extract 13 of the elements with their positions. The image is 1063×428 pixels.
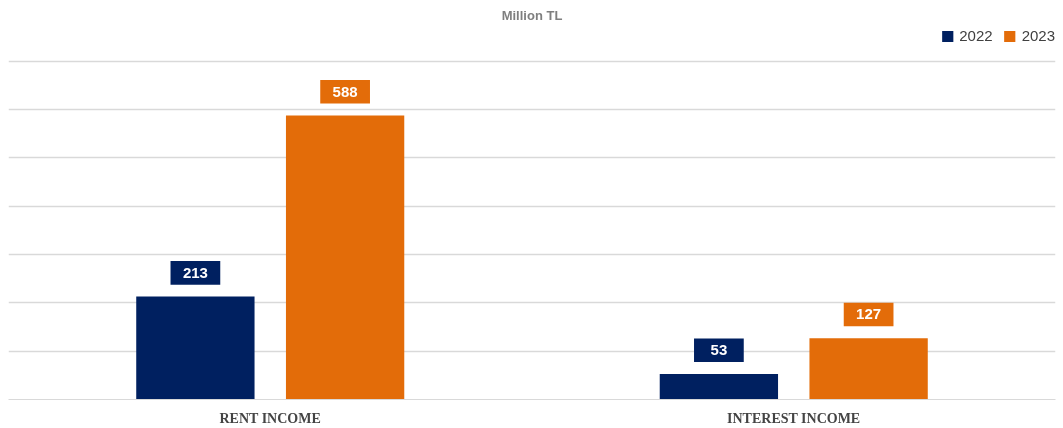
chart-title: Million TL: [501, 7, 563, 23]
data-label: 53: [710, 341, 728, 359]
x-tick-label: INTEREST INCOME: [727, 410, 861, 426]
bar: [136, 296, 255, 400]
x-tick-label: RENT INCOME: [219, 410, 321, 426]
bar: [659, 373, 779, 400]
data-label: 127: [856, 305, 882, 323]
data-label: 588: [332, 82, 358, 100]
data-label: 213: [182, 263, 208, 281]
legend-label: 2022: [959, 27, 993, 44]
bar: [285, 115, 405, 400]
bar: [809, 338, 928, 400]
legend-label: 2023: [1021, 27, 1055, 44]
